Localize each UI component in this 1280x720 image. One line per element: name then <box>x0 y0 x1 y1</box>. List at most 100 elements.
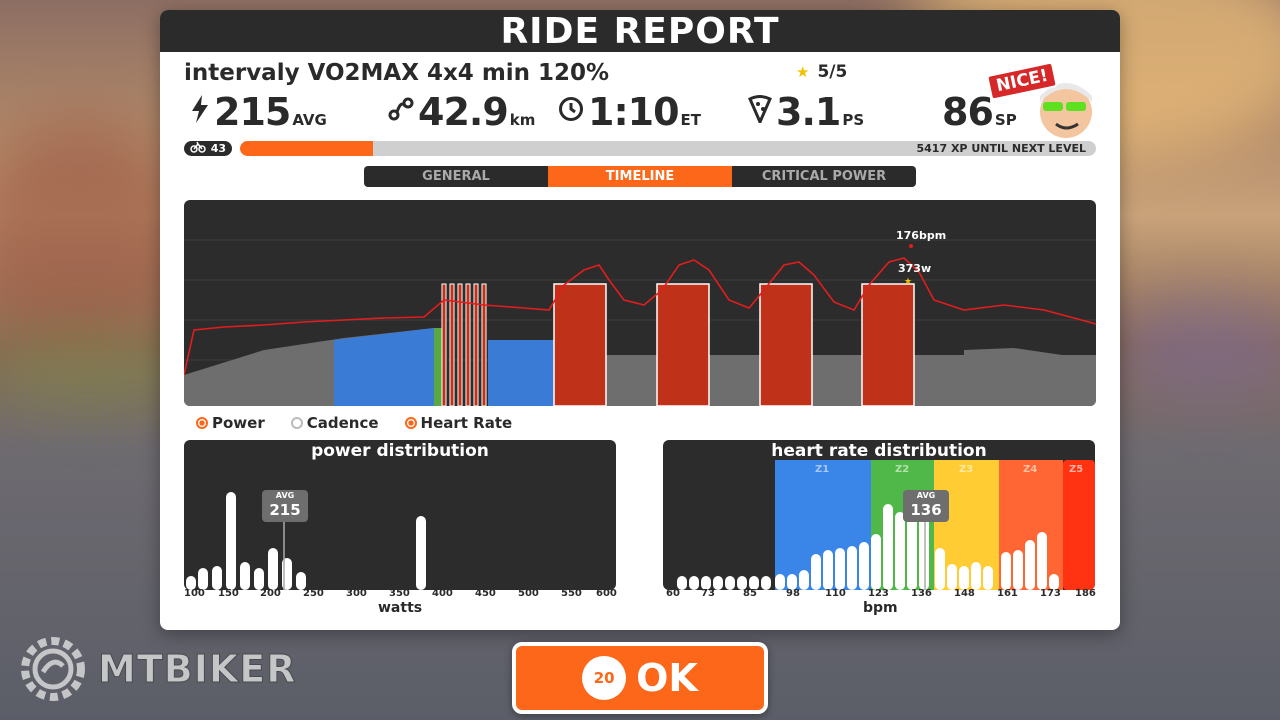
hr-zone-2-label: Z2 <box>895 464 910 475</box>
level-value: 43 <box>210 142 226 155</box>
hr-tick: 60 <box>666 588 680 599</box>
stat-unit: km <box>509 111 536 129</box>
stat-elapsed-time: 1:10 ET <box>558 90 701 134</box>
power-tick: 400 <box>432 588 453 599</box>
power-peak-star-icon: ★ <box>904 277 912 287</box>
background-grass-right <box>1110 300 1280 400</box>
timeline-chart: 176bpm 373w ★ <box>184 200 1096 406</box>
mtbiker-watermark: MTBIKER <box>16 632 297 706</box>
hr-tick: 136 <box>911 588 932 599</box>
hr-zone-1-label: Z1 <box>815 464 830 475</box>
power-tick: 600 <box>596 588 617 599</box>
lightning-icon <box>190 94 210 130</box>
pizza-icon <box>748 94 772 130</box>
hr-tick: 148 <box>954 588 975 599</box>
hr-axis-name: bpm <box>863 600 898 616</box>
hr-distribution-chart: heart rate distribution Z1 Z2 Z3 Z4 Z5 A… <box>663 440 1095 590</box>
hr-avg-value: 136 <box>910 501 942 519</box>
clock-icon <box>558 96 584 129</box>
power-tick: 300 <box>346 588 367 599</box>
rating-value: 5/5 <box>817 62 848 82</box>
vo2-intervals <box>553 283 915 406</box>
hr-zone-3-label: Z3 <box>959 464 974 475</box>
power-tick: 500 <box>518 588 539 599</box>
power-tick: 200 <box>260 588 281 599</box>
timeline-legend: Power Cadence Heart Rate <box>196 414 512 432</box>
power-tick: 450 <box>475 588 496 599</box>
hr-zone-4-label: Z4 <box>1023 464 1038 475</box>
hr-tick: 173 <box>1040 588 1061 599</box>
stat-value: 86 <box>942 90 994 134</box>
stat-value: 1:10 <box>588 90 680 134</box>
power-axis-name: watts <box>378 600 423 616</box>
hr-avg-badge: AVG 136 <box>903 490 949 518</box>
workout-name: intervaly VO2MAX 4x4 min 120% <box>184 60 610 86</box>
bike-icon <box>190 141 206 158</box>
timeline-svg: 176bpm 373w ★ <box>184 229 1096 406</box>
legend-cadence-label: Cadence <box>306 414 379 432</box>
watermark-text: MTBIKER <box>98 647 297 692</box>
hr-tick: 161 <box>997 588 1018 599</box>
power-tick: 350 <box>389 588 410 599</box>
ok-button[interactable]: 20 OK <box>512 642 768 714</box>
hr-distribution-svg <box>677 460 1095 590</box>
stat-value: 3.1 <box>776 90 841 134</box>
hr-tick: 186 <box>1075 588 1096 599</box>
tab-critical-power[interactable]: CRITICAL POWER <box>732 166 916 187</box>
hr-tick: 85 <box>743 588 757 599</box>
power-tick: 550 <box>561 588 582 599</box>
hr-avg-label: AVG <box>916 491 936 500</box>
countdown-timer: 20 <box>582 656 627 700</box>
countdown-value: 20 <box>593 669 615 687</box>
route-icon <box>388 96 414 129</box>
hr-tick: 110 <box>825 588 846 599</box>
stat-sport-points: 86 SP <box>942 90 1017 134</box>
ride-report-panel: RIDE REPORT intervaly VO2MAX 4x4 min 120… <box>160 10 1120 630</box>
power-area-blue-recovery <box>488 340 554 406</box>
sprint-intervals <box>441 283 487 406</box>
avatar: NICE! <box>986 61 1100 142</box>
power-avg-label: AVG <box>275 491 295 500</box>
legend-power-toggle[interactable] <box>196 417 208 429</box>
xp-progress-bar: 5417 XP UNTIL NEXT LEVEL <box>240 141 1096 156</box>
gear-icon <box>21 637 85 701</box>
workout-rating: ★ 5/5 <box>796 62 847 82</box>
stat-unit: SP <box>994 111 1017 129</box>
stat-distance: 42.9 km <box>388 90 535 134</box>
hr-distribution-title: heart rate distribution <box>771 441 987 461</box>
tab-timeline[interactable]: TIMELINE <box>548 166 732 187</box>
tab-general[interactable]: GENERAL <box>364 166 548 187</box>
legend-heart-rate-label: Heart Rate <box>420 414 513 432</box>
xp-progress-row: 43 5417 XP UNTIL NEXT LEVEL <box>184 141 1096 157</box>
stat-avg-power: 215 AVG <box>190 90 327 134</box>
legend-heart-rate[interactable]: Heart Rate <box>404 414 513 432</box>
stat-unit: AVG <box>292 111 327 129</box>
stat-pizza: 3.1 PS <box>748 90 864 134</box>
hr-zone-5-band <box>1063 460 1095 590</box>
legend-heart-rate-toggle[interactable] <box>404 417 417 429</box>
star-icon: ★ <box>796 63 810 81</box>
power-avg-badge: AVG 215 <box>262 490 308 518</box>
report-tabs: GENERAL TIMELINE CRITICAL POWER <box>364 166 916 187</box>
power-tick: 250 <box>303 588 324 599</box>
power-area-green <box>434 328 442 406</box>
stat-value: 215 <box>214 90 291 134</box>
ride-report-title: RIDE REPORT <box>160 10 1120 52</box>
power-tick: 150 <box>218 588 239 599</box>
legend-power[interactable]: Power <box>196 414 265 432</box>
legend-cadence-toggle[interactable] <box>290 417 303 429</box>
level-badge: 43 <box>184 141 232 156</box>
hr-tick: 98 <box>786 588 800 599</box>
power-avg-value: 215 <box>269 501 301 519</box>
stat-unit: ET <box>680 111 702 129</box>
ok-button-label: OK <box>636 656 698 700</box>
stat-value: 42.9 <box>418 90 509 134</box>
legend-cadence[interactable]: Cadence <box>290 414 379 432</box>
hr-zone-5-label: Z5 <box>1069 464 1084 475</box>
legend-power-label: Power <box>212 414 265 432</box>
hr-peak-marker <box>909 244 913 248</box>
stat-unit: PS <box>842 111 865 129</box>
heart-rate-line <box>184 257 1096 376</box>
xp-remaining-text: 5417 XP UNTIL NEXT LEVEL <box>916 142 1087 155</box>
power-peak-label: 373w <box>898 262 931 275</box>
